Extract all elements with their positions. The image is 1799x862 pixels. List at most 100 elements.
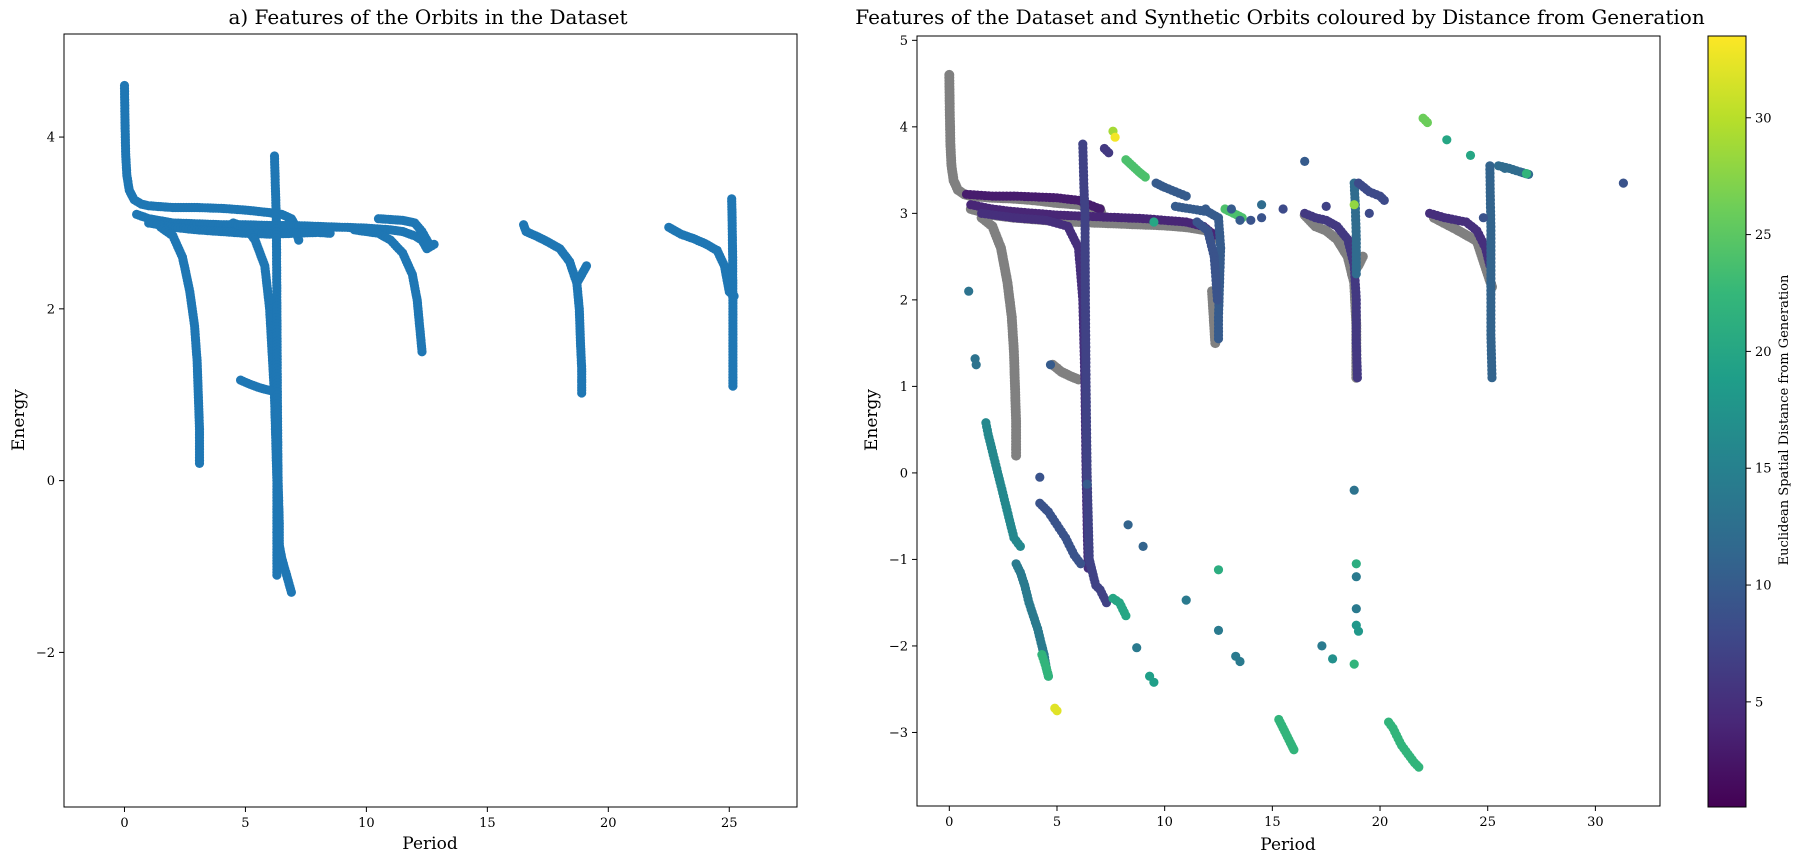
left-plot-frame <box>63 33 798 808</box>
synthetic-scatter-points <box>964 126 1628 687</box>
synthetic-series-15 <box>1108 593 1131 621</box>
synthetic-point <box>1149 677 1159 687</box>
synthetic-point <box>1104 148 1114 158</box>
synthetic-point <box>1487 373 1497 383</box>
synthetic-series-0 <box>961 189 1105 214</box>
y-tick-label: −3 <box>889 726 908 741</box>
data-point <box>286 587 296 597</box>
left-plot: a) Features of the Orbits in the Dataset… <box>9 5 798 854</box>
synthetic-point <box>1465 150 1476 160</box>
data-point <box>325 228 335 238</box>
synthetic-point <box>1082 479 1092 489</box>
colorbar-ticks: 5 10 15 20 25 30 <box>1746 111 1772 710</box>
synthetic-point <box>1015 541 1025 552</box>
orbit-series-6 <box>272 527 296 597</box>
x-tick-label: 10 <box>358 816 375 831</box>
synthetic-series-6 <box>1300 208 1362 383</box>
data-point <box>265 385 275 395</box>
synthetic-point <box>1353 626 1364 636</box>
x-tick-label: 20 <box>1372 815 1389 830</box>
right-plot-x-ticks: 0 5 10 15 20 25 30 <box>945 806 1604 830</box>
colorbar-gradient <box>1707 35 1747 808</box>
synthetic-point <box>1349 659 1359 669</box>
data-point <box>577 388 587 398</box>
y-tick-label: 4 <box>900 120 908 135</box>
synthetic-point <box>1043 671 1053 681</box>
orbit-series-13 <box>727 194 738 391</box>
synthetic-point <box>1138 541 1148 552</box>
synthetic-point <box>1364 208 1374 218</box>
colorbar-tick-label: 10 <box>1755 579 1772 594</box>
data-point <box>417 347 427 357</box>
synthetic-point <box>1213 565 1224 575</box>
synthetic-series-23 <box>1050 703 1062 716</box>
synthetic-point <box>1213 334 1224 344</box>
synthetic-point <box>1521 169 1532 179</box>
synthetic-point <box>1351 269 1361 279</box>
synthetic-point <box>1422 117 1432 128</box>
synthetic-series-3 <box>1078 139 1112 608</box>
synthetic-point <box>1321 201 1331 211</box>
synthetic-point <box>1235 656 1245 667</box>
synthetic-point <box>1132 643 1142 653</box>
synthetic-point <box>1257 200 1267 210</box>
synthetic-point <box>1278 204 1288 214</box>
synthetic-series-8 <box>1353 178 1389 205</box>
y-tick-label: −2 <box>36 646 55 661</box>
synthetic-point <box>1035 472 1045 482</box>
left-plot-y-ticks: −2 0 2 4 <box>36 131 64 661</box>
x-tick-label: 25 <box>1479 815 1496 830</box>
colorbar-label: Euclidean Spatial Distance from Generati… <box>1777 274 1792 565</box>
synthetic-point <box>1095 204 1105 214</box>
synthetic-point <box>1181 191 1191 201</box>
right-plot-ylabel: Energy <box>862 389 882 451</box>
synthetic-point <box>971 360 981 370</box>
right-plot-xlabel: Period <box>1260 835 1316 855</box>
x-tick-label: 20 <box>600 816 617 831</box>
orbit-series-8 <box>373 214 434 249</box>
synthetic-point <box>1618 178 1628 188</box>
orbit-series-7 <box>236 375 275 395</box>
y-tick-label: −1 <box>889 553 908 568</box>
colorbar-tick-label: 25 <box>1755 228 1772 243</box>
y-tick-label: 0 <box>47 474 55 489</box>
right-plot-y-ticks: −3 −2 −1 0 1 2 3 4 5 <box>889 34 917 741</box>
synthetic-point <box>1300 156 1310 166</box>
x-tick-label: 5 <box>1053 815 1061 830</box>
synthetic-series-10 <box>1485 161 1497 383</box>
x-tick-label: 0 <box>945 815 953 830</box>
synthetic-point <box>1328 654 1338 664</box>
y-tick-label: 3 <box>900 207 908 222</box>
synthetic-point <box>1123 520 1133 530</box>
left-plot-xlabel: Period <box>402 834 458 854</box>
synthetic-point <box>1351 572 1361 582</box>
orbit-series-10 <box>519 220 587 398</box>
y-tick-label: 1 <box>900 380 908 395</box>
orbit-series-9 <box>349 225 427 357</box>
synthetic-point <box>1352 373 1362 383</box>
synthetic-point <box>1076 559 1086 569</box>
colorbar-tick-label: 5 <box>1755 695 1763 710</box>
synthetic-point <box>1140 172 1150 182</box>
orbit-series-11 <box>572 261 592 288</box>
y-tick-label: 2 <box>47 302 55 317</box>
synthetic-series-14 <box>1035 498 1086 569</box>
left-plot-title: a) Features of the Orbits in the Dataset <box>228 5 627 29</box>
y-tick-label: −2 <box>889 639 908 654</box>
y-tick-label: 5 <box>900 34 908 49</box>
synthetic-point <box>1442 135 1452 145</box>
synthetic-series-21 <box>1099 143 1114 158</box>
synthetic-point <box>964 286 974 296</box>
synthetic-point <box>1110 132 1120 142</box>
colorbar-tick-label: 30 <box>1755 111 1772 126</box>
synthetic-point <box>1045 360 1056 370</box>
left-plot-ylabel: Energy <box>9 389 29 451</box>
synthetic-series-5 <box>1192 217 1222 305</box>
synthetic-series-19 <box>1151 178 1191 201</box>
synthetic-point <box>1181 595 1191 605</box>
synthetic-point <box>1351 604 1361 614</box>
synthetic-point <box>1379 195 1389 205</box>
dataset-point <box>1011 450 1022 461</box>
synthetic-point <box>1149 217 1159 227</box>
